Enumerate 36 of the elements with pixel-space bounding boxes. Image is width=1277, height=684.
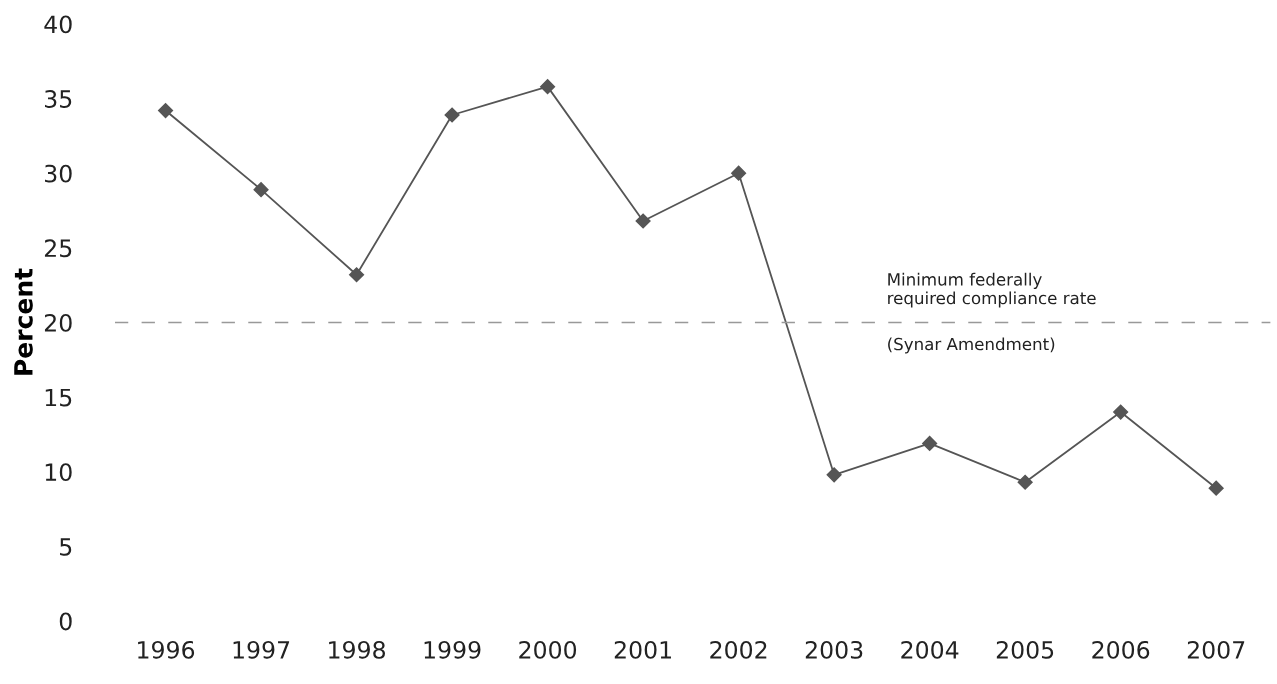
x-tick-label: 2003 (805, 640, 863, 659)
point (157, 102, 174, 119)
y-tick-label: 0 (59, 612, 72, 631)
x-tick-label: 2002 (710, 640, 767, 659)
point (1208, 480, 1224, 496)
y-tick-label: 15 (45, 388, 72, 407)
y-tick-label: 40 (44, 15, 72, 34)
point (1113, 404, 1129, 420)
ref-line-label: Minimum federally required compliance rate (888, 272, 1096, 308)
x-tick-label: 1998 (329, 640, 385, 659)
point (444, 107, 460, 123)
x-tick-label: 2000 (519, 640, 577, 659)
point (540, 79, 556, 95)
y-tick-label: 30 (45, 164, 72, 183)
point (731, 165, 747, 181)
y-axis-title: Percent (14, 268, 33, 375)
x-tick-label: 2007 (1187, 640, 1245, 659)
point (922, 435, 938, 451)
x-tick-label: 2006 (1092, 640, 1150, 659)
x-tick-label: 2001 (614, 640, 671, 659)
point (826, 467, 842, 483)
y-tick-label: 10 (45, 463, 72, 482)
y-tick-label: 35 (45, 90, 72, 108)
x-tick-label: 1996 (138, 640, 195, 659)
annotation: (Synar Amendment) (888, 337, 1055, 354)
x-tick-label: 1997 (233, 640, 290, 659)
x-tick-label: 1999 (424, 640, 481, 659)
x-tick-label: 2004 (901, 640, 959, 659)
y-tick-label: 20 (44, 313, 72, 332)
y-tick-label: 25 (44, 239, 72, 258)
point (253, 182, 269, 198)
y-tick-label: 5 (60, 538, 72, 556)
point (349, 267, 365, 283)
x-tick-label: 2005 (996, 640, 1054, 659)
point (1017, 474, 1033, 490)
point (635, 213, 651, 229)
